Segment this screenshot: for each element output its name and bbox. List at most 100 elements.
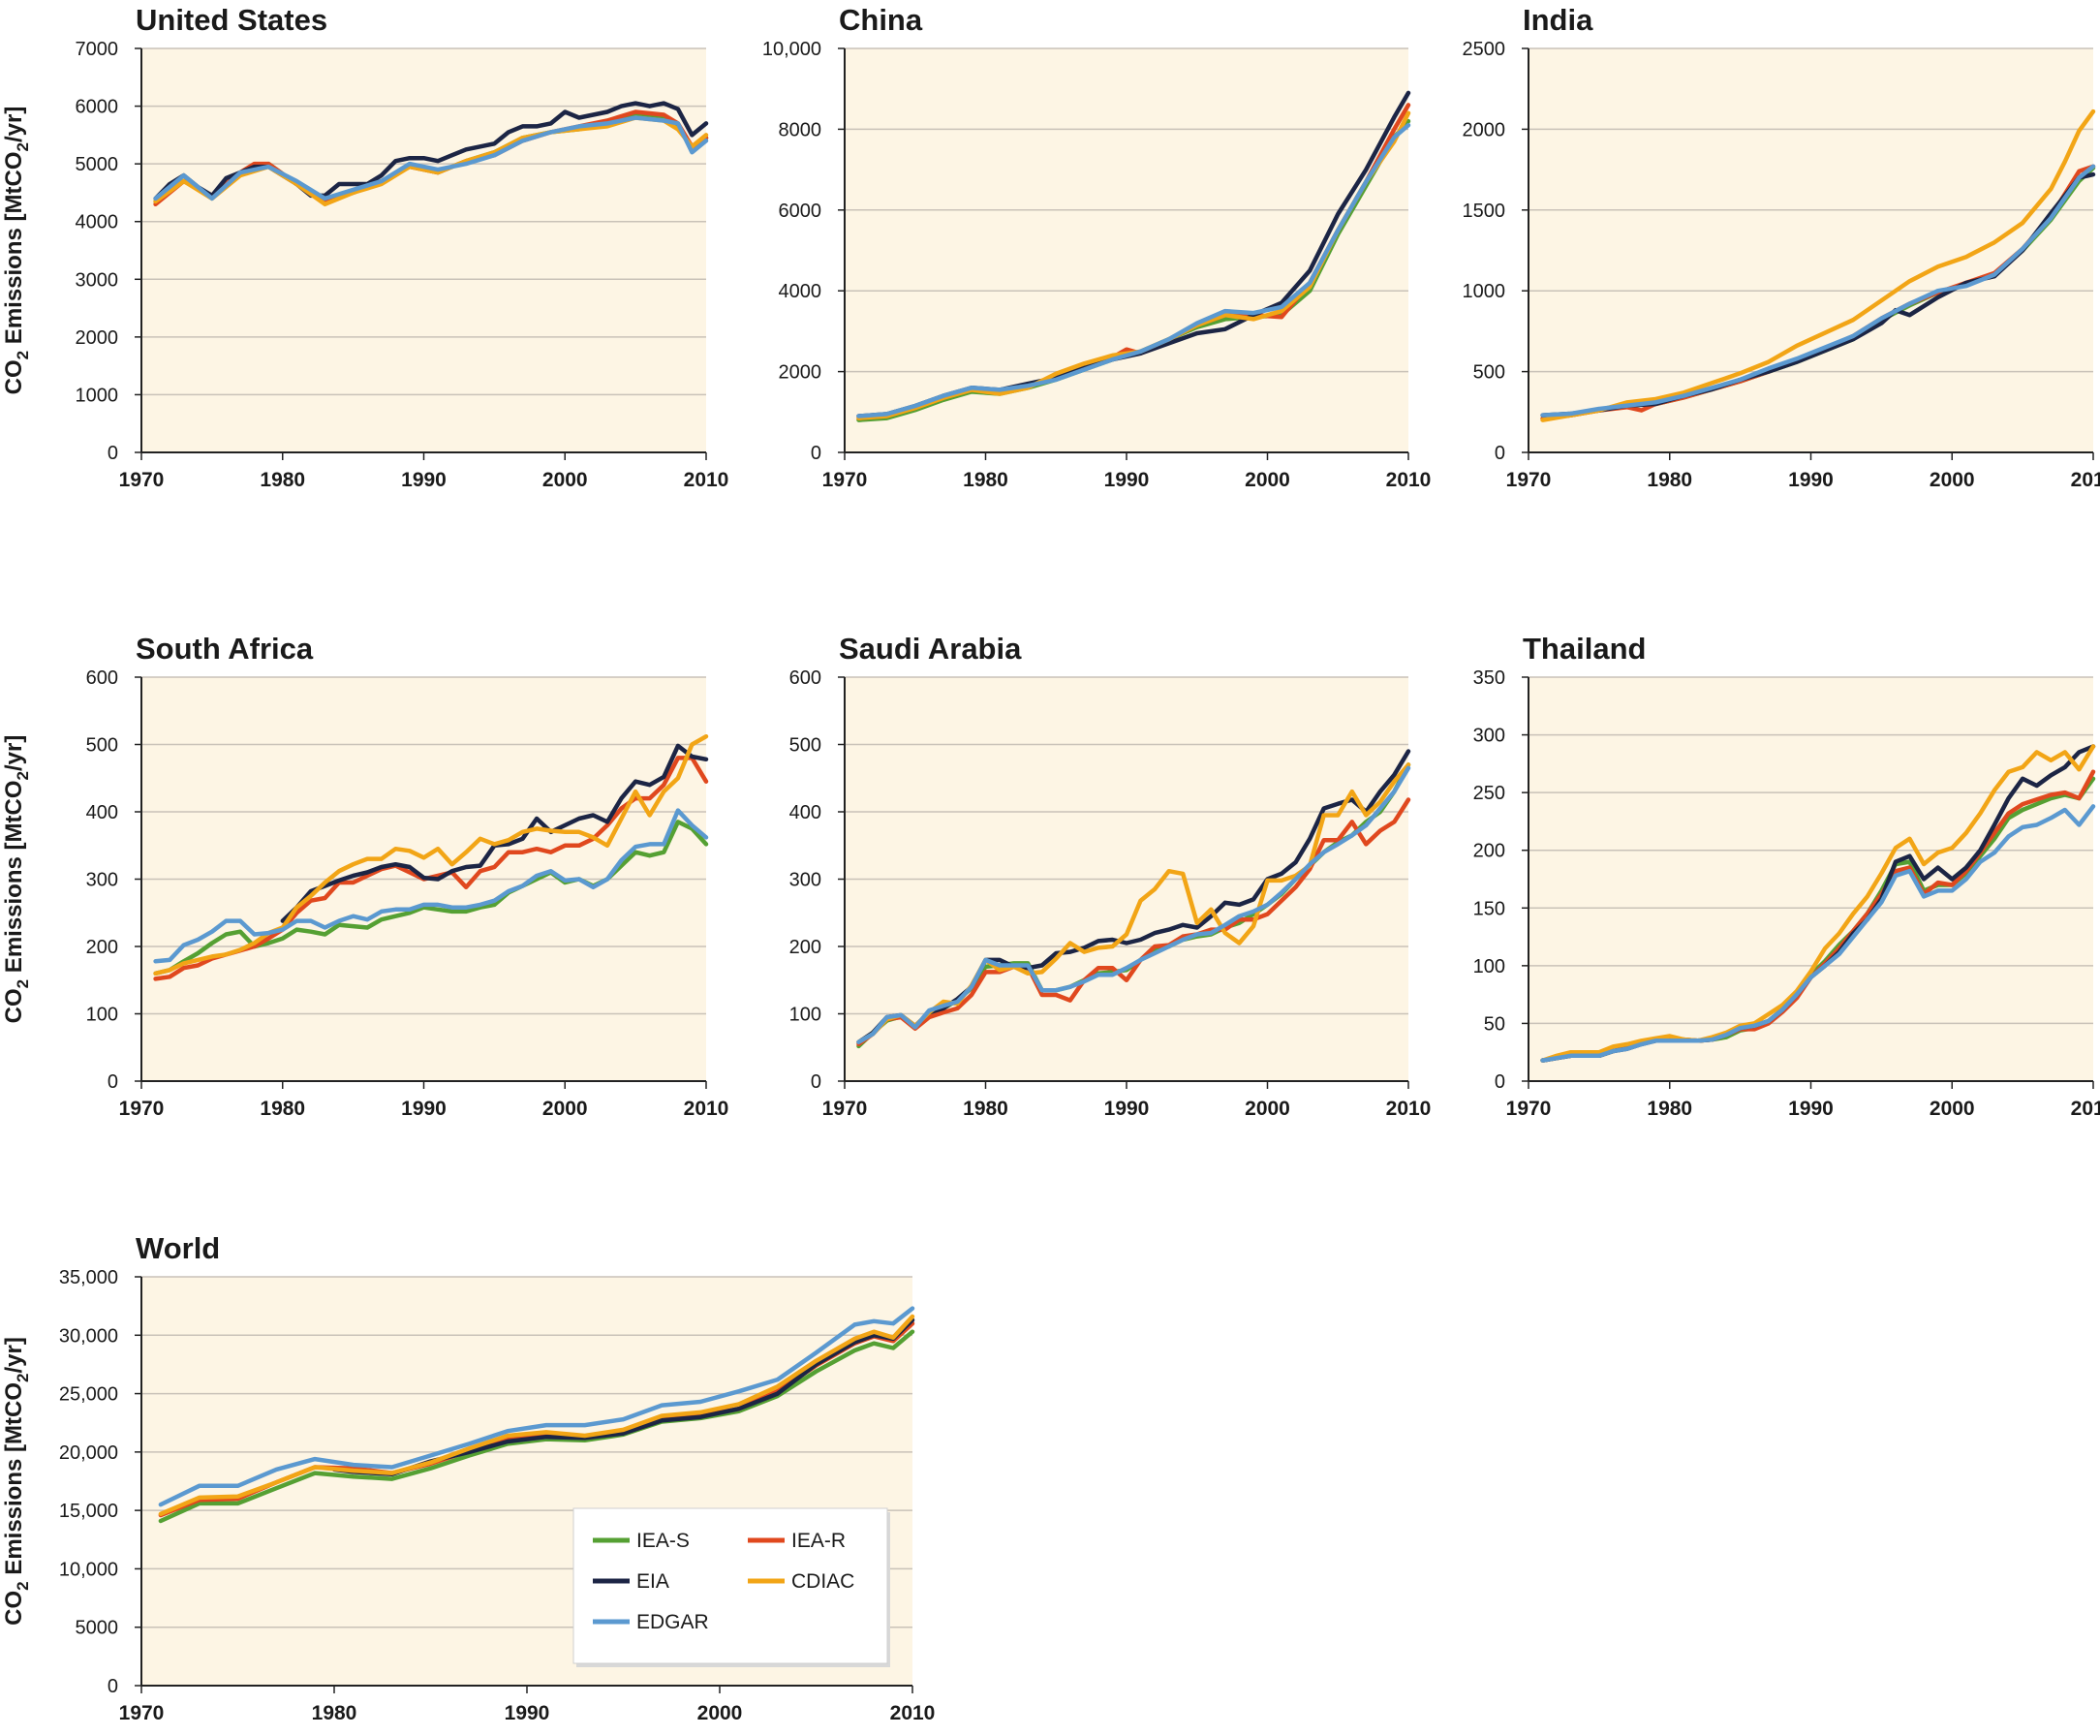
x-tick-label: 1990 <box>505 1702 550 1724</box>
x-tick-label: 1990 <box>1788 1098 1834 1120</box>
y-tick-label: 500 <box>1473 362 1505 384</box>
y-tick-label: 250 <box>1473 783 1505 804</box>
panels-layer: United States010002000300040005000600070… <box>1 3 2100 1724</box>
x-tick-label: 1970 <box>822 1098 868 1120</box>
series-line-cdiac <box>1540 108 2096 422</box>
y-tick-label: 0 <box>811 1071 821 1093</box>
y-tick-label: 1500 <box>1463 201 1506 222</box>
y-tick-label: 2000 <box>779 362 822 384</box>
y-tick-label: 25,000 <box>59 1384 118 1406</box>
y-tick-label: 10,000 <box>59 1559 118 1580</box>
legend-label: CDIAC <box>791 1570 854 1593</box>
series-line-cdiac <box>158 1314 915 1517</box>
y-tick-label: 4000 <box>779 281 822 302</box>
y-tick-label: 100 <box>789 1005 821 1026</box>
y-tick-label: 0 <box>1495 443 1505 464</box>
legend-item-cdiac: CDIAC <box>748 1570 854 1593</box>
panel-south-africa: South Africa 0 100 200 300 400 500 600 1970 1980 1… <box>1 632 728 1120</box>
x-tick-label: 1980 <box>1647 1098 1692 1120</box>
plot-area <box>1529 677 2093 1081</box>
x-tick-label: 2010 <box>684 469 729 491</box>
y-tick-label: 400 <box>789 802 821 823</box>
y-tick-label: 600 <box>789 667 821 689</box>
y-tick-label: 400 <box>86 802 118 823</box>
y-tick-label: 2000 <box>76 327 119 349</box>
x-tick-label: 2000 <box>1930 469 1975 491</box>
plot-area <box>845 48 1408 452</box>
x-tick-label: 1970 <box>1506 1098 1552 1120</box>
x-tick-label: 2000 <box>1930 1098 1975 1120</box>
series-line-cdiac <box>1540 744 2096 1063</box>
y-tick-label: 500 <box>789 735 821 757</box>
y-tick-label: 35,000 <box>59 1267 118 1288</box>
series-line-edgar <box>1540 804 2096 1063</box>
x-tick-label: 1980 <box>312 1702 357 1724</box>
panel-united-states: United States 0 1000 2000 3000 4000 5000 6000 70… <box>1 3 728 491</box>
x-tick-label: 1980 <box>260 469 305 491</box>
series-line-iea-s <box>158 1329 915 1524</box>
panel-title: World <box>136 1231 220 1265</box>
panel-title: India <box>1523 3 1593 37</box>
x-tick-label: 2010 <box>1386 1098 1432 1120</box>
x-tick-label: 1990 <box>401 1098 447 1120</box>
series-line-edgar <box>856 765 1411 1044</box>
panel-title: Saudi Arabia <box>839 632 1022 666</box>
y-tick-label: 100 <box>1473 956 1505 977</box>
x-tick-label: 2010 <box>684 1098 729 1120</box>
y-tick-label: 0 <box>108 443 118 464</box>
y-tick-label: 6000 <box>779 201 822 222</box>
panel-title: China <box>839 3 923 37</box>
legend-item-eia: EIA <box>593 1570 669 1593</box>
y-axis-label: CO2 Emissions [MtCO2/yr] <box>1 735 32 1024</box>
legend-item-iea-r: IEA-R <box>748 1530 846 1552</box>
x-tick-label: 2010 <box>1386 469 1432 491</box>
x-tick-label: 1980 <box>963 469 1008 491</box>
panel-india: India 0 500 1000 1500 2000 2500 1970 1980 1990 200… <box>1463 3 2100 491</box>
y-tick-label: 300 <box>789 870 821 891</box>
legend-label: EDGAR <box>636 1611 709 1633</box>
legend-label: IEA-S <box>636 1530 690 1552</box>
y-tick-label: 5000 <box>76 1618 119 1639</box>
y-tick-label: 50 <box>1484 1013 1505 1035</box>
y-axis-label: CO2 Emissions [MtCO2/yr] <box>1 1337 32 1626</box>
y-tick-label: 300 <box>86 870 118 891</box>
y-tick-label: 0 <box>1495 1071 1505 1093</box>
panel-thailand: Thailand 0 50 100 150 200 250 300 350 1970 1980 199… <box>1473 632 2100 1120</box>
x-tick-label: 1970 <box>119 469 165 491</box>
x-tick-label: 1990 <box>1788 469 1834 491</box>
x-tick-label: 2010 <box>2071 469 2100 491</box>
x-tick-label: 1980 <box>260 1098 305 1120</box>
x-tick-label: 2000 <box>542 469 588 491</box>
y-tick-label: 200 <box>86 937 118 958</box>
x-tick-label: 1990 <box>1104 469 1150 491</box>
plot-area <box>1529 48 2093 452</box>
legend-item-iea-s: IEA-S <box>593 1530 690 1552</box>
panel-china: China 0 2000 4000 6000 8000 10,000 1970 1980 1990… <box>762 3 1432 491</box>
y-tick-label: 20,000 <box>59 1442 118 1464</box>
series-line-cdiac <box>153 733 709 976</box>
y-tick-label: 4000 <box>76 212 119 233</box>
y-tick-label: 100 <box>86 1005 118 1026</box>
legend: IEA-S IEA-R EIA CDIAC EDGAR <box>572 1507 890 1667</box>
y-tick-label: 200 <box>1473 841 1505 862</box>
y-tick-label: 500 <box>86 735 118 757</box>
y-tick-label: 0 <box>108 1676 118 1697</box>
y-tick-label: 6000 <box>76 97 119 118</box>
y-tick-label: 1000 <box>76 385 119 406</box>
x-tick-label: 1980 <box>1647 469 1692 491</box>
legend-box <box>572 1507 888 1664</box>
y-tick-label: 200 <box>789 937 821 958</box>
series-line-iea-r <box>856 797 1411 1047</box>
series-line-edgar <box>153 115 709 202</box>
y-tick-label: 15,000 <box>59 1501 118 1522</box>
series-line-edgar <box>1540 164 2096 418</box>
y-tick-label: 2500 <box>1463 39 1506 60</box>
y-tick-label: 7000 <box>76 39 119 60</box>
y-tick-label: 5000 <box>76 154 119 175</box>
x-tick-label: 1970 <box>822 469 868 491</box>
x-tick-label: 1970 <box>1506 469 1552 491</box>
y-axis-label: CO2 Emissions [MtCO2/yr] <box>1 107 32 395</box>
legend-label: EIA <box>636 1570 669 1593</box>
y-tick-label: 30,000 <box>59 1325 118 1347</box>
x-tick-label: 2000 <box>697 1702 743 1724</box>
